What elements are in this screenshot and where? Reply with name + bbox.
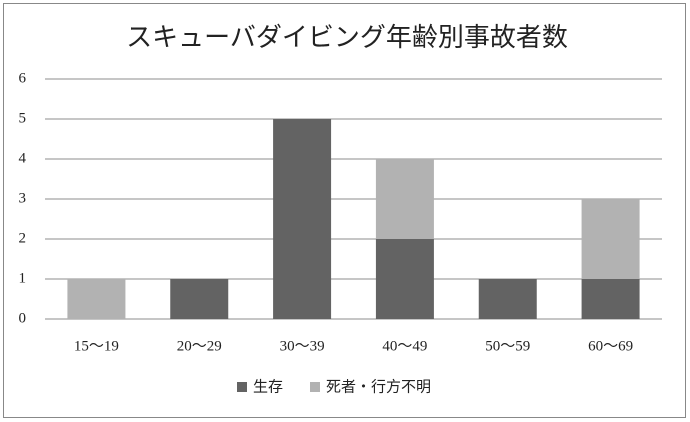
y-tick-label: 5 [19, 110, 27, 126]
bar-segment [273, 119, 332, 319]
y-tick-label: 0 [19, 310, 27, 326]
bar-segment [478, 279, 537, 319]
bar-segment [375, 159, 434, 239]
y-tick-label: 3 [19, 190, 27, 206]
x-tick-label: 15～19 [74, 338, 119, 354]
bar-segment [375, 239, 434, 319]
x-tick-label: 40～49 [382, 338, 427, 354]
bar-segment [170, 279, 229, 319]
x-tick-label: 30～39 [280, 338, 325, 354]
x-tick-label: 60～69 [588, 338, 633, 354]
x-tick-label: 20～29 [177, 338, 222, 354]
bar-segment [581, 199, 640, 279]
y-tick-label: 1 [19, 270, 27, 286]
legend-label: 生存 [253, 378, 283, 395]
chart-border [3, 3, 686, 418]
y-tick-label: 2 [19, 230, 27, 246]
bar-segment [67, 279, 126, 319]
y-tick-label: 6 [19, 70, 27, 86]
x-tick-label: 50～59 [485, 338, 530, 354]
legend-swatch [310, 382, 320, 392]
chart-title: スキューバダイビング年齢別事故者数 [126, 23, 568, 52]
legend-label: 死者・行方不明 [326, 378, 431, 395]
y-tick-label: 4 [19, 150, 27, 166]
bar-segment [581, 279, 640, 319]
legend-swatch [237, 382, 247, 392]
